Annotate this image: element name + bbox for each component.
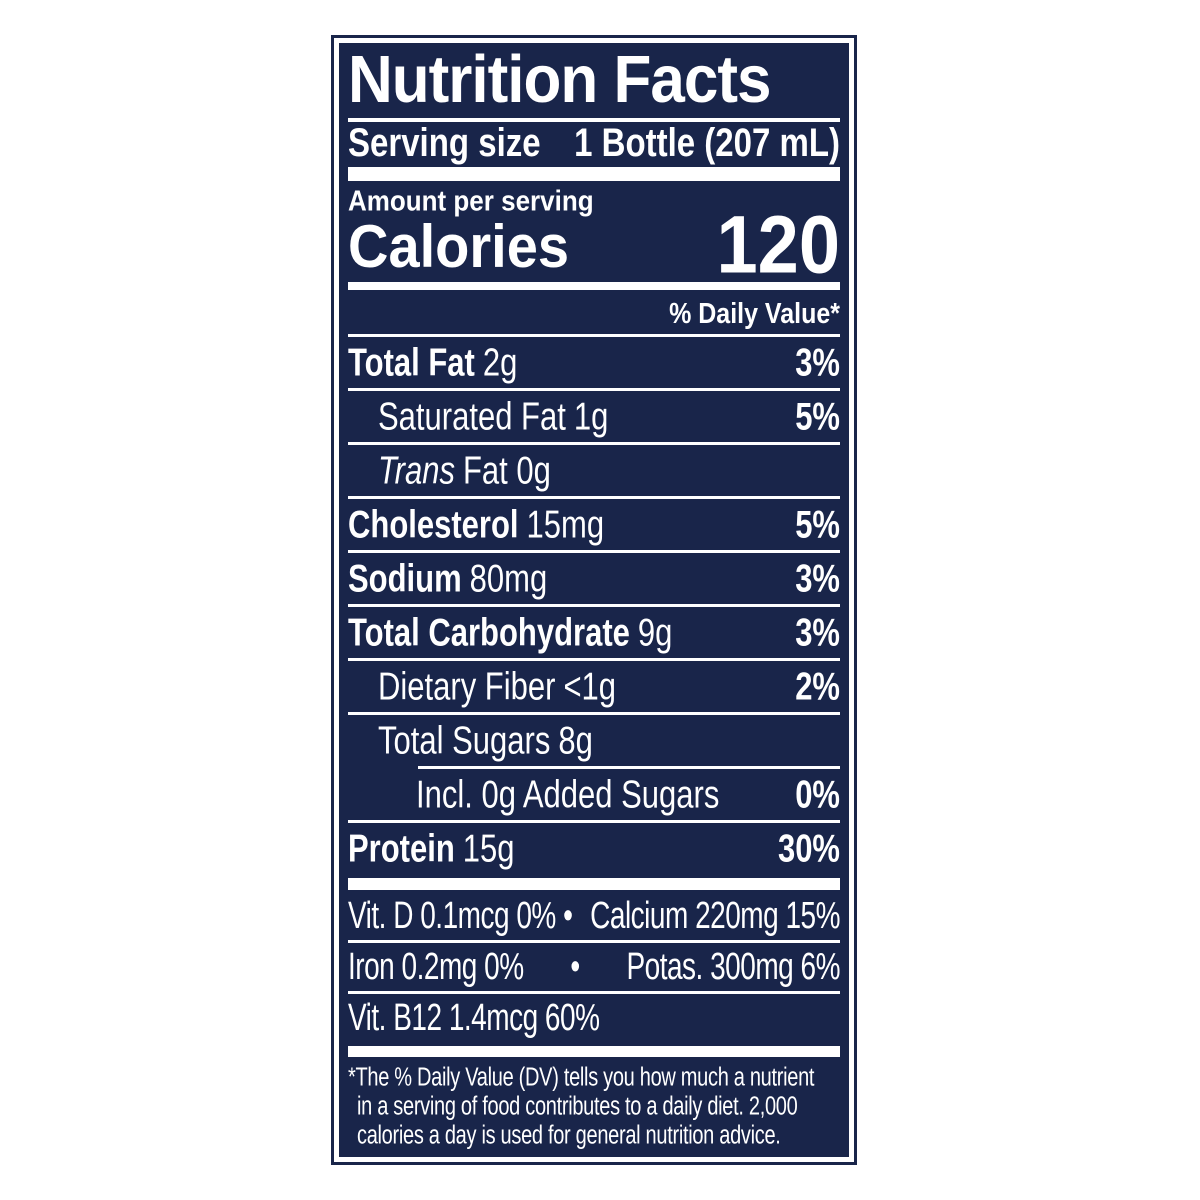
micronutrient-left: Vit. B12 1.4mcg 60%: [348, 996, 600, 1039]
row-dietary-fiber: Dietary Fiber <1g 2%: [348, 661, 840, 712]
nutrition-label: Nutrition Facts Serving size 1 Bottle (2…: [331, 35, 857, 1165]
nutrient-name: Total Sugars: [378, 717, 551, 762]
nutrient-name: Incl. 0g Added Sugars: [416, 771, 720, 816]
row-total-sugars: Total Sugars 8g: [348, 715, 840, 766]
calories-row: Calories 120: [348, 204, 840, 285]
row-added-sugars: Incl. 0g Added Sugars 0%: [348, 769, 840, 820]
separator: [348, 712, 840, 715]
label-title: Nutrition Facts: [348, 42, 771, 118]
calories-value: 120: [716, 198, 840, 290]
title-rule: [348, 118, 840, 122]
separator: [348, 496, 840, 499]
separator: [348, 820, 840, 823]
footnote: *The % Daily Value (DV) tells you how mu…: [348, 1064, 840, 1151]
separator: [348, 991, 840, 994]
nutrient-dv: 3%: [795, 609, 840, 654]
nutrient-dv: 0%: [795, 771, 840, 816]
row-protein: Protein 15g 30%: [348, 823, 840, 874]
nutrient-name: Dietary Fiber: [378, 663, 556, 708]
nutrient-amount: 8g: [558, 717, 593, 762]
row-cholesterol: Cholesterol 15mg 5%: [348, 499, 840, 550]
nutrient-name: Sodium: [348, 555, 462, 600]
nutrient-name: Saturated Fat: [378, 393, 566, 438]
row-trans-fat: Trans Fat 0g: [348, 445, 840, 496]
separator: [348, 334, 840, 337]
footnote-line: *The % Daily Value (DV) tells you how mu…: [348, 1063, 815, 1093]
row-total-carbohydrate: Total Carbohydrate 9g 3%: [348, 607, 840, 658]
separator: [348, 604, 840, 607]
micronutrient-left: Iron 0.2mg 0%: [348, 945, 524, 988]
nutrient-dv: 2%: [795, 663, 840, 708]
nutrient-dv: 3%: [795, 339, 840, 384]
separator: [348, 388, 840, 391]
row-saturated-fat: Saturated Fat 1g 5%: [348, 391, 840, 442]
nutrient-name: Cholesterol: [348, 501, 519, 546]
nutrient-amount: 15mg: [526, 501, 605, 546]
nutrient-dv: 3%: [795, 555, 840, 600]
micronutrient-right: Potas. 300mg 6%: [626, 945, 840, 988]
bullet-separator: •: [570, 945, 580, 988]
footnote-bar: [348, 1046, 840, 1057]
micronutrients-bar: [348, 878, 840, 890]
vitamin-row-d-calcium: Vit. D 0.1mcg 0% • Calcium 220mg 15%: [348, 892, 840, 940]
micronutrient-right: Calcium 220mg 15%: [590, 894, 840, 937]
nutrient-dv: 30%: [777, 825, 840, 870]
nutrient-amount: 2g: [482, 339, 518, 384]
row-total-fat: Total Fat 2g 3%: [348, 337, 840, 388]
nutrient-amount: <1g: [563, 663, 617, 708]
separator: [348, 658, 840, 661]
serving-size-value: 1 Bottle (207 mL): [574, 120, 840, 165]
calories-label: Calories: [348, 212, 569, 281]
micronutrient-left: Vit. D 0.1mcg 0% •: [348, 894, 573, 937]
nutrient-amount: 9g: [637, 609, 673, 654]
footnote-line: in a serving of food contributes to a da…: [357, 1092, 798, 1122]
nutrient-name: Protein: [348, 825, 455, 870]
amount-per-serving-label: Amount per serving: [348, 184, 594, 217]
serving-size-row: Serving size 1 Bottle (207 mL): [348, 120, 840, 164]
nutrient-name: Total Fat: [348, 339, 475, 384]
separator-indented: [418, 766, 840, 769]
separator: [348, 442, 840, 445]
vitamin-row-iron-potassium: Iron 0.2mg 0% • Potas. 300mg 6%: [348, 943, 840, 991]
daily-value-header: % Daily Value*: [669, 297, 840, 331]
vitamin-row-b12: Vit. B12 1.4mcg 60%: [348, 994, 840, 1042]
serving-size-label: Serving size: [348, 120, 541, 165]
nutrient-dv: 5%: [795, 393, 840, 438]
nutrient-amount: 15g: [462, 825, 515, 870]
nutrient-name: Trans: [378, 447, 455, 492]
calories-bar: [348, 282, 840, 290]
separator: [348, 550, 840, 553]
nutrition-label-panel: Nutrition Facts Serving size 1 Bottle (2…: [339, 43, 849, 1157]
nutrient-amount: 1g: [573, 393, 609, 438]
footnote-line: calories a day is used for general nutri…: [357, 1121, 781, 1151]
nutrient-amount: 80mg: [469, 555, 548, 600]
nutrient-dv: 5%: [795, 501, 840, 546]
nutrient-amount: Fat 0g: [462, 447, 551, 492]
nutrient-name: Total Carbohydrate: [348, 609, 630, 654]
header-bar: [348, 167, 840, 181]
row-sodium: Sodium 80mg 3%: [348, 553, 840, 604]
separator: [348, 940, 840, 943]
